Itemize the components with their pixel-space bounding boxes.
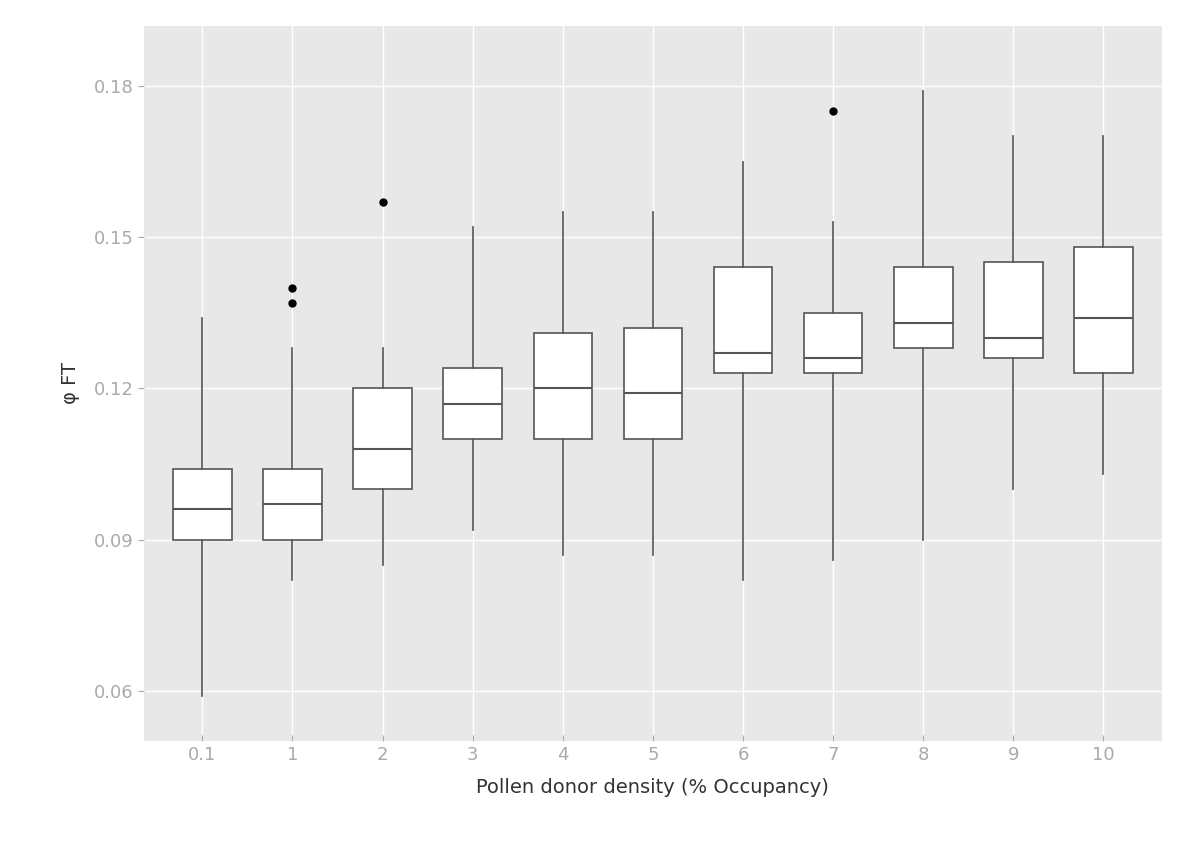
PathPatch shape bbox=[264, 469, 322, 539]
PathPatch shape bbox=[1075, 247, 1133, 373]
PathPatch shape bbox=[533, 333, 592, 439]
Y-axis label: φ FT: φ FT bbox=[61, 362, 79, 405]
PathPatch shape bbox=[353, 389, 412, 489]
X-axis label: Pollen donor density (% Occupancy): Pollen donor density (% Occupancy) bbox=[477, 778, 829, 797]
PathPatch shape bbox=[443, 368, 502, 439]
PathPatch shape bbox=[804, 313, 863, 373]
PathPatch shape bbox=[624, 328, 682, 439]
PathPatch shape bbox=[714, 268, 773, 373]
PathPatch shape bbox=[984, 262, 1042, 358]
PathPatch shape bbox=[894, 268, 952, 348]
PathPatch shape bbox=[173, 469, 231, 539]
